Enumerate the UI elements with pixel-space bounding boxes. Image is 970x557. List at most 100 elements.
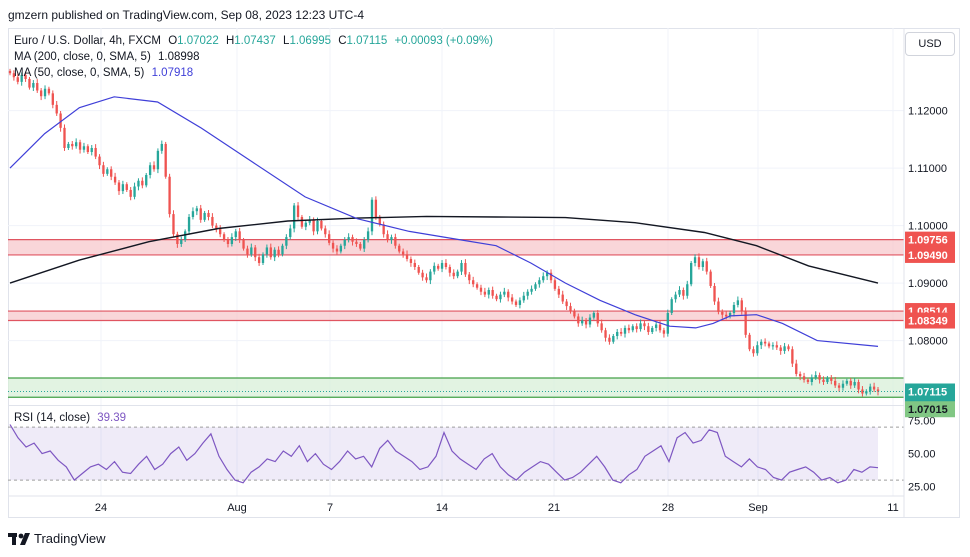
candle-body [744, 310, 747, 335]
candle-body [725, 314, 728, 317]
candle-body [63, 127, 66, 148]
tradingview-brand[interactable]: TradingView [34, 531, 106, 546]
time-tick-label: 7 [327, 502, 333, 514]
ma50-legend[interactable]: MA (50, close, 0, SMA, 5) 1.07918 [14, 67, 197, 79]
candle-body [300, 216, 304, 227]
candle-body [647, 326, 650, 332]
candle-body [795, 363, 798, 374]
rsi-tick-label: 50.00 [908, 449, 936, 461]
candle-body [573, 310, 576, 317]
rsi-legend-value: 39.39 [97, 412, 127, 424]
candle-body [748, 334, 751, 350]
candle-body [176, 234, 179, 244]
time-tick-label: 14 [436, 502, 448, 514]
candle-body [296, 205, 300, 217]
candle-body [756, 345, 759, 354]
candle-body [736, 300, 740, 305]
candle-body [211, 216, 214, 226]
candle-body [510, 297, 514, 302]
candle-body [59, 113, 62, 128]
candle-body [448, 267, 452, 273]
candle-body [51, 93, 54, 105]
candle-body [106, 169, 109, 174]
candle-body [102, 165, 105, 174]
candle-body [67, 143, 70, 148]
candle-body [289, 228, 292, 238]
candle-body [347, 237, 350, 240]
candle-body [335, 248, 339, 252]
candle-body [472, 280, 475, 285]
candle-body [160, 143, 163, 151]
candle-body [697, 257, 701, 267]
candle-body [8, 70, 12, 74]
candle-body [713, 285, 716, 302]
ma200-legend[interactable]: MA (200, close, 0, SMA, 5) 1.08998 [14, 51, 204, 63]
candle-body [721, 311, 724, 315]
candle-body [20, 74, 23, 82]
candle-body [226, 239, 230, 244]
candle-body [479, 287, 483, 292]
candle-body [355, 241, 358, 244]
candle-body [814, 375, 817, 378]
candle-body [763, 341, 767, 344]
candle-body [110, 169, 113, 177]
candle-body [359, 244, 362, 249]
candle-body [639, 323, 642, 330]
candle-body [810, 377, 813, 382]
time-tick-label: Aug [227, 502, 247, 514]
candle-body [869, 386, 872, 392]
resistance-zone-lower [8, 311, 904, 321]
candle-body [78, 142, 82, 150]
candle-body [234, 231, 237, 238]
candle-body [183, 231, 187, 240]
rsi-axis-ticks: 75.00 50.00 25.00 [908, 416, 936, 494]
rsi-tick-label: 25.00 [908, 482, 936, 494]
price-tag-label: 1.07115 [908, 386, 947, 398]
candle-body [760, 341, 763, 346]
candle-body [670, 299, 673, 313]
candle-body [86, 146, 90, 152]
candle-body [872, 386, 876, 390]
symbol-name[interactable]: Euro / U.S. Dollar, 4h, FXCM [14, 35, 161, 47]
candle-body [822, 379, 825, 382]
chart-frame[interactable] [8, 28, 960, 518]
candle-body [363, 239, 366, 249]
tradingview-logo-icon[interactable] [8, 531, 32, 547]
candle-body [331, 242, 335, 249]
publisher-line: gmzern published on TradingView.com, Sep… [8, 8, 364, 22]
candle-body [674, 294, 677, 300]
candle-body [709, 271, 712, 286]
candle-body [538, 280, 541, 285]
candle-body [865, 391, 868, 394]
candle-body [398, 245, 401, 252]
ma50-legend-label: MA (50, close, 0, SMA, 5) [14, 67, 145, 79]
candle-body [281, 245, 284, 255]
candle-body [207, 212, 210, 217]
rsi-legend[interactable]: RSI (14, close) 39.39 [14, 412, 130, 424]
candle-body [292, 205, 296, 229]
candle-body [600, 323, 603, 331]
candle-body [413, 262, 416, 267]
candle-body [491, 290, 494, 296]
currency-button[interactable]: USD [905, 32, 955, 56]
candle-body [440, 262, 444, 269]
support-zone [8, 377, 904, 398]
candle-body [32, 83, 35, 88]
price-tag-label: 1.07015 [908, 404, 948, 416]
rsi-tick-label: 75.00 [908, 416, 936, 428]
candle-body [487, 290, 490, 295]
candle-body [386, 234, 389, 240]
candle-body [876, 389, 880, 392]
candle-body [215, 225, 218, 229]
candle-body [320, 221, 323, 229]
candle-body [82, 146, 86, 150]
time-axis-ticks: 24 Aug 7 14 21 28 Sep 11 [95, 502, 899, 514]
candle-body [557, 288, 560, 295]
candle-body [254, 247, 257, 258]
candle-body [612, 336, 615, 342]
candle-body [623, 327, 627, 334]
price-tick-label: 1.11000 [908, 163, 947, 175]
candle-body [740, 300, 743, 311]
candle-body [394, 237, 397, 246]
